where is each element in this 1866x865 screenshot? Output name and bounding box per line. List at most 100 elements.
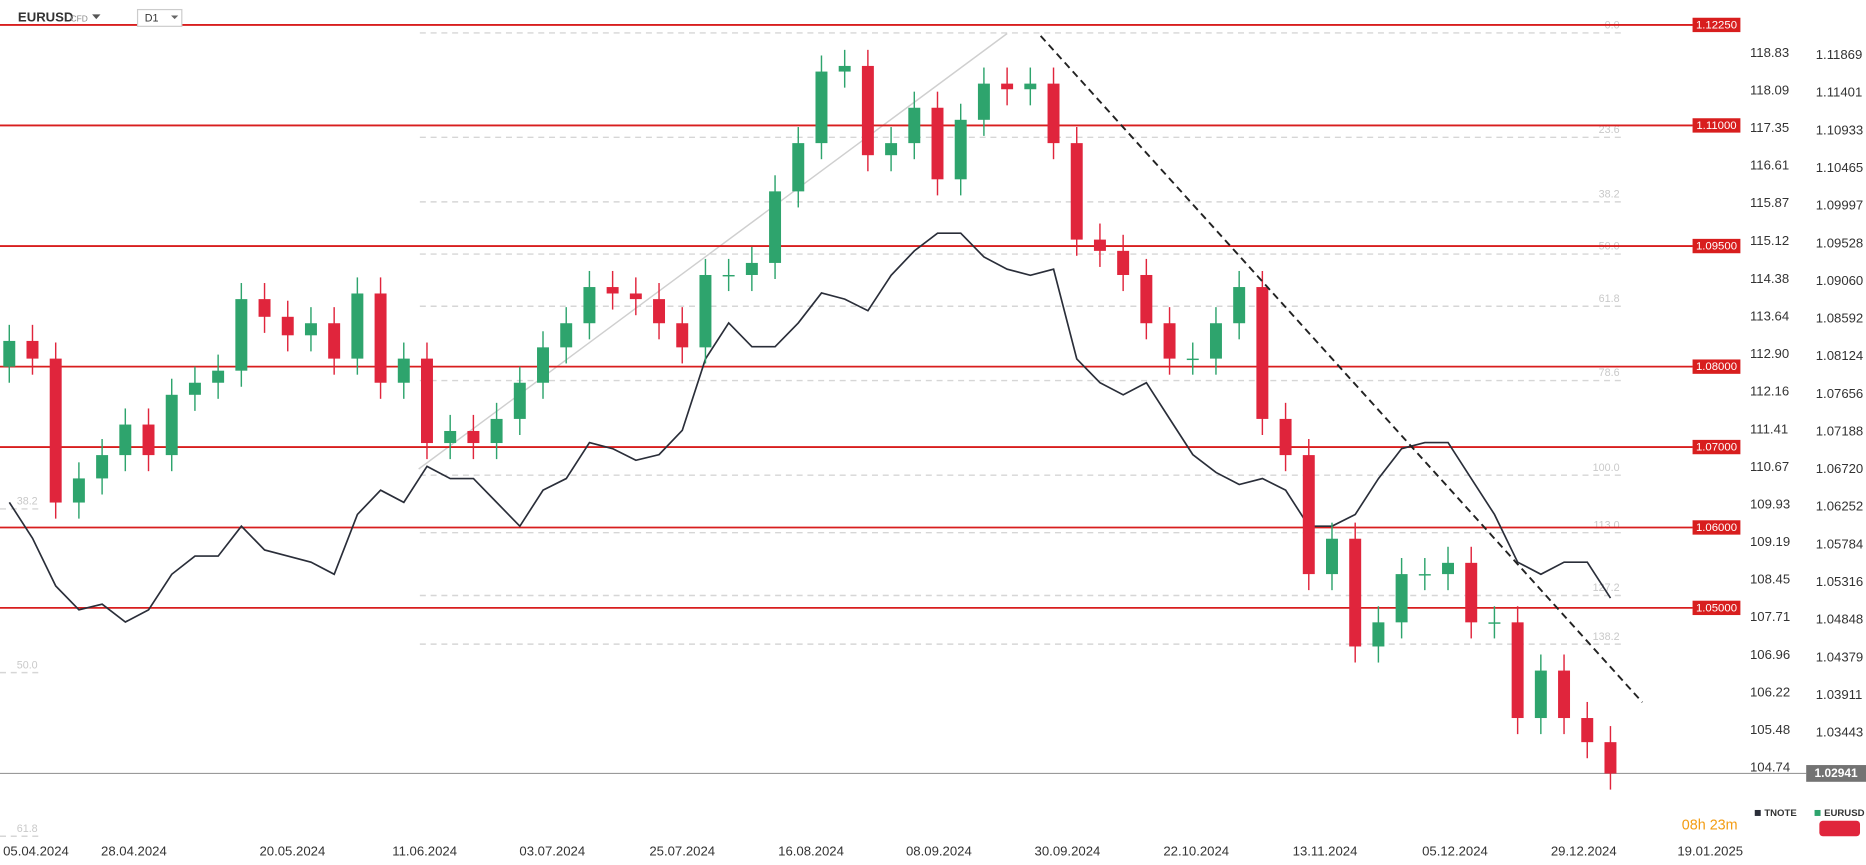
candle-body (490, 418, 503, 444)
candle-body (583, 287, 596, 324)
y-tick-label: 1.04848 (1816, 612, 1864, 627)
axes: 1.11869 1.11401 1.10933 1.10465 1.09997 1.095… (3, 45, 1866, 858)
candle-body (1001, 83, 1014, 90)
candle-body (885, 143, 898, 156)
candle-body (676, 323, 689, 348)
level-label: 1.05000 (1696, 602, 1737, 614)
candle-body (328, 323, 341, 359)
y2-tick-label: 110.67 (1750, 459, 1789, 474)
y-tick-label: 1.06252 (1816, 499, 1864, 514)
candle-body (26, 340, 39, 359)
level-label: 1.11000 (1696, 120, 1736, 132)
candle-body (815, 71, 828, 144)
y-tick-label: 1.09528 (1816, 235, 1864, 250)
timeframe-box[interactable] (136, 8, 183, 27)
candle-body (1418, 574, 1431, 576)
candle-body (1511, 622, 1524, 719)
y2-tick-label: 112.16 (1750, 383, 1789, 398)
candle-body (351, 293, 364, 359)
candle-body (1093, 239, 1106, 251)
candle-body (1186, 358, 1199, 361)
candle-body (699, 274, 712, 348)
timeframe[interactable]: D1 (145, 12, 159, 24)
fib-label: 38.2 (1599, 189, 1620, 201)
fib-label: 100.0 (1593, 462, 1620, 474)
candle-body (513, 382, 526, 419)
candle-body (606, 287, 619, 294)
candle-body (1534, 670, 1547, 719)
candle-body (1047, 83, 1060, 144)
legend-swatch (1754, 809, 1761, 816)
x-tick-label: 08.09.2024 (906, 843, 972, 858)
candle-body (653, 299, 666, 324)
action-button[interactable] (1819, 820, 1861, 837)
y2-tick-label: 112.90 (1750, 346, 1789, 361)
x-tick-label: 13.11.2024 (1293, 843, 1358, 858)
y-tick-label: 1.05784 (1816, 536, 1864, 551)
candle-body (1581, 718, 1594, 743)
level-tag (1692, 439, 1741, 455)
candle-body (1349, 538, 1362, 647)
level-tag (1692, 118, 1741, 133)
x-tick-label: 20.05.2024 (260, 843, 326, 858)
candle-body (1163, 323, 1176, 359)
candle-body (1117, 250, 1130, 275)
last-price-label: 1.02941 (1814, 766, 1858, 780)
y2-tick-label: 115.12 (1750, 233, 1789, 248)
candle-body (212, 370, 225, 383)
y2-tick-label: 118.83 (1750, 45, 1789, 60)
y2-tick-label: 113.64 (1750, 308, 1789, 323)
x-tick-label: 22.10.2024 (1163, 843, 1229, 858)
candle-body (977, 83, 990, 120)
candle-body (838, 65, 851, 72)
candle-body (467, 430, 480, 444)
candle-body (1279, 418, 1292, 456)
candle-body (1070, 143, 1083, 240)
fibonacci: 0.023.638.250.061.878.6100.0113.0127.213… (0, 20, 1621, 837)
x-tick-label: 05.12.2024 (1422, 843, 1488, 858)
candle-body (1488, 622, 1501, 624)
candle-body (1024, 83, 1037, 90)
candle-body (96, 455, 109, 479)
candle-body (1256, 287, 1269, 419)
dropdown-arrow[interactable] (92, 14, 101, 20)
y2-tick-label: 114.38 (1750, 271, 1789, 286)
x-tick-label: 28.04.2024 (101, 843, 167, 858)
candle-body (119, 424, 132, 456)
y-tick-label: 1.08592 (1816, 311, 1864, 326)
candle-body (1372, 622, 1385, 647)
candle-body (1326, 538, 1338, 575)
candle-body (304, 323, 317, 336)
candle-body (142, 424, 155, 456)
series (3, 49, 1617, 790)
level-label: 1.12250 (1696, 20, 1737, 32)
y-tick-label: 1.05316 (1816, 574, 1864, 589)
level-tag (1692, 17, 1741, 33)
y2-tick-label: 105.48 (1750, 722, 1790, 737)
candle-body (420, 358, 433, 444)
y2-tick-label: 109.19 (1750, 534, 1790, 549)
candle-body (769, 191, 782, 263)
y-tick-label: 1.10465 (1816, 160, 1864, 175)
fib-label: 138.2 (1593, 631, 1620, 643)
level-label: 1.06000 (1696, 522, 1737, 534)
candle-body (1604, 742, 1617, 774)
candle-body (861, 65, 874, 156)
candle-body (629, 293, 642, 300)
y-tick-label: 1.10933 (1816, 122, 1864, 137)
dropdown-arrow[interactable] (171, 15, 179, 20)
candle-body (258, 299, 271, 317)
legend-swatch (1814, 809, 1821, 816)
y-tick-label: 1.07656 (1816, 386, 1864, 401)
y2-tick-label: 115.87 (1750, 195, 1789, 210)
symbol[interactable]: EURUSD (18, 9, 73, 24)
legend-label: EURUSD (1824, 808, 1864, 819)
x-tick-label: 03.07.2024 (519, 843, 585, 858)
level-label: 1.08000 (1696, 361, 1737, 373)
x-tick-label: 16.08.2024 (778, 843, 844, 858)
last-price-tag (1806, 765, 1866, 782)
candle-body (560, 323, 573, 348)
level-tag (1692, 359, 1741, 374)
